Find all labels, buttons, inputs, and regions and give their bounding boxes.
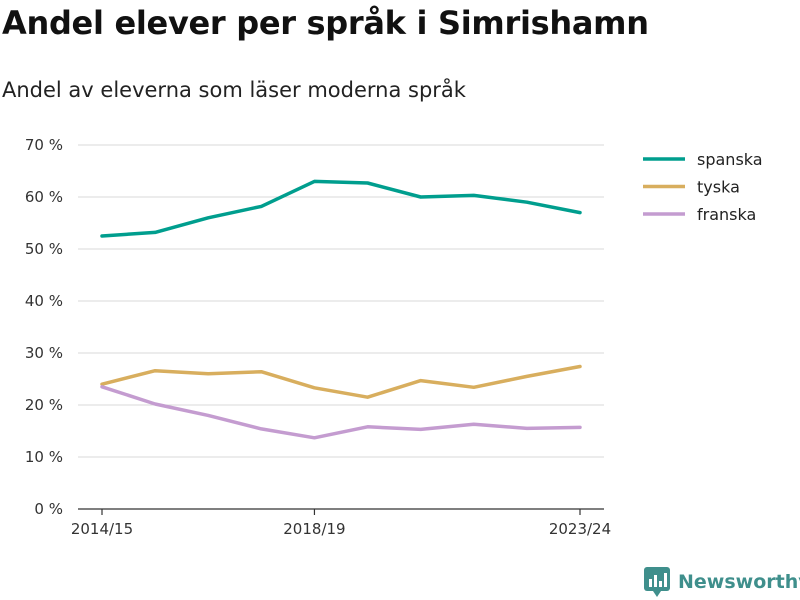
x-axis: 2014/15 2018/19 2023/24 [71, 508, 611, 538]
series-lines [100, 179, 582, 440]
y-tick-label: 10 % [25, 448, 63, 466]
legend-label-tyska: tyska [697, 178, 740, 197]
series-line-franska [100, 385, 582, 440]
grid-lines [78, 144, 604, 458]
chart-title: Andel elever per språk i Simrishamn [2, 4, 649, 42]
chart-subtitle: Andel av eleverna som läser moderna språ… [2, 78, 466, 102]
x-tick-label: 2023/24 [549, 520, 611, 538]
legend: spanska tyska franska [643, 150, 763, 224]
y-tick-label: 30 % [25, 344, 63, 362]
y-axis: 0 % 10 % 20 % 30 % 40 % 50 % 60 % 70 % [25, 136, 63, 518]
legend-label-spanska: spanska [697, 150, 763, 169]
series-line-tyska [100, 364, 582, 399]
brand-name: Newsworthy [678, 571, 800, 593]
series-line-spanska [100, 179, 582, 238]
y-tick-label: 60 % [25, 188, 63, 206]
y-tick-label: 40 % [25, 292, 63, 310]
bar-chart-logo-icon [644, 567, 670, 597]
y-tick-label: 20 % [25, 396, 63, 414]
y-tick-label: 50 % [25, 240, 63, 258]
y-tick-label: 0 % [34, 500, 63, 518]
legend-label-franska: franska [697, 205, 756, 224]
x-tick-label: 2014/15 [71, 520, 133, 538]
y-tick-label: 70 % [25, 136, 63, 154]
brand-logo: Newsworthy [644, 567, 800, 597]
x-tick-label: 2018/19 [283, 520, 345, 538]
